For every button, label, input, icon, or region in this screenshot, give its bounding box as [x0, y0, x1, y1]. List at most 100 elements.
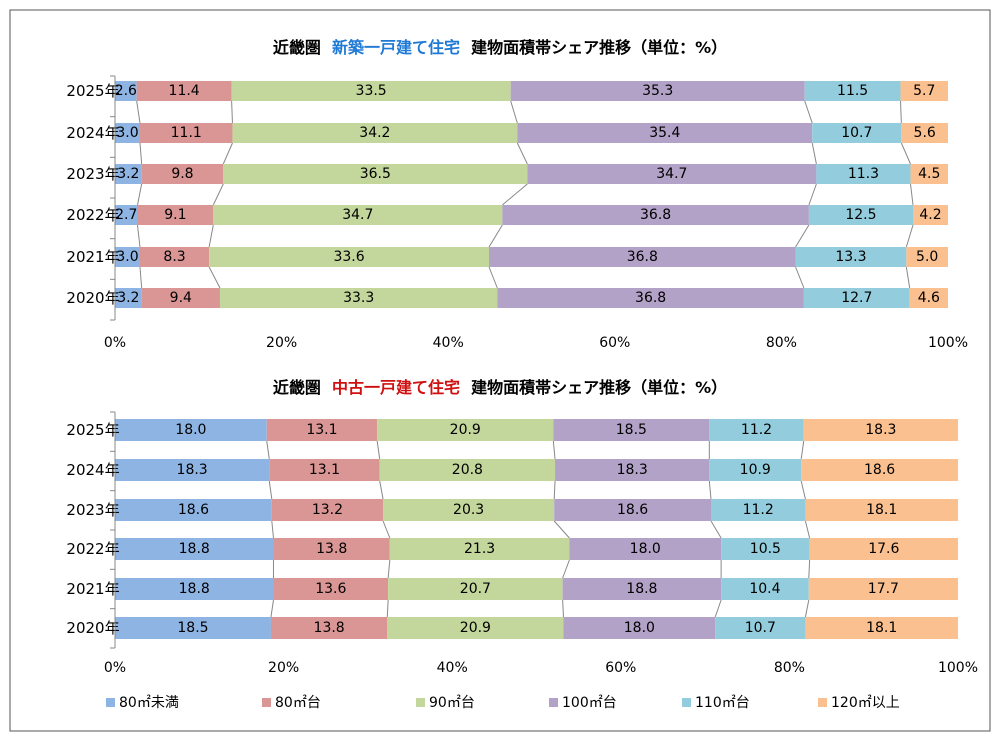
data-label: 18.8 — [179, 581, 210, 597]
bar-segment — [377, 419, 554, 441]
data-label: 35.3 — [642, 83, 673, 99]
bar-segment — [804, 81, 901, 101]
data-label: 33.5 — [356, 83, 387, 99]
bar-segment — [388, 578, 563, 600]
data-label: 2.7 — [115, 207, 137, 223]
series-connector-line — [562, 559, 570, 579]
bar-segment — [569, 538, 722, 560]
data-label: 20.9 — [460, 620, 491, 636]
x-tick-label: 40% — [437, 660, 468, 676]
legend-swatch — [549, 698, 558, 707]
chart-title: 近畿圏 中古一戸建て住宅 建物面積帯シェア推移（単位：%） — [273, 378, 727, 397]
x-tick-label: 40% — [433, 335, 464, 351]
series-connector-line — [386, 599, 389, 618]
series-connector-line — [708, 480, 712, 500]
bar-segment — [901, 123, 948, 143]
legend-label: 80㎡未満 — [119, 695, 179, 711]
data-label: 18.6 — [864, 462, 895, 478]
bar-segment — [803, 288, 910, 308]
series-connector-line — [212, 183, 224, 206]
figure-border — [9, 9, 991, 732]
series-connector-line — [714, 599, 722, 618]
data-label: 13.1 — [306, 422, 337, 438]
data-label: 18.6 — [178, 502, 209, 518]
data-label: 9.8 — [171, 166, 193, 182]
y-tick-label: 2022年 — [66, 540, 119, 558]
series-connector-line — [804, 599, 810, 618]
series-connector-line — [139, 142, 143, 165]
bar-segment — [270, 617, 388, 639]
y-tick-label: 2025年 — [66, 421, 119, 439]
bar-segment — [563, 617, 716, 639]
bar-segment — [910, 164, 948, 184]
data-label: 10.7 — [745, 620, 776, 636]
legend-swatch — [262, 698, 271, 707]
data-label: 36.8 — [640, 207, 671, 223]
data-label: 11.1 — [171, 125, 202, 141]
bar-segment — [266, 419, 378, 441]
y-tick-label: 2024年 — [66, 461, 119, 479]
bar-segment — [139, 123, 233, 143]
bar-segment — [721, 538, 810, 560]
y-tick-label: 2024年 — [66, 124, 119, 142]
series-connector-line — [136, 224, 141, 248]
series-connector-line — [271, 520, 274, 539]
bar-segment — [115, 205, 138, 225]
data-label: 13.8 — [314, 620, 345, 636]
series-connector-line — [800, 480, 806, 500]
data-label: 18.0 — [624, 620, 655, 636]
series-connector-line — [808, 183, 817, 206]
data-label: 3.0 — [116, 249, 138, 265]
title-suffix: 建物面積帯シェア推移（単位：%） — [471, 38, 727, 57]
bar-segment — [383, 499, 555, 521]
x-tick-label: 60% — [605, 660, 636, 676]
bar-segment — [805, 499, 958, 521]
series-connector-line — [208, 266, 221, 289]
data-label: 9.4 — [170, 290, 192, 306]
legend-label: 120㎡以上 — [831, 695, 900, 711]
y-tick-label: 2023年 — [66, 165, 119, 183]
legend-swatch — [416, 698, 425, 707]
data-label: 11.5 — [837, 83, 868, 99]
series-connector-line — [502, 183, 528, 206]
bar-segment — [141, 164, 224, 184]
bar-segment — [913, 205, 948, 225]
series-connector-line — [488, 266, 498, 289]
data-label: 10.9 — [740, 462, 771, 478]
series-connector-line — [516, 142, 528, 165]
bar-segment — [816, 164, 911, 184]
x-tick-label: 20% — [266, 335, 297, 351]
data-label: 18.1 — [866, 620, 897, 636]
bar-segment — [795, 247, 907, 267]
bar-segment — [141, 288, 220, 308]
data-label: 9.1 — [164, 207, 186, 223]
data-label: 18.8 — [179, 541, 210, 557]
data-label: 11.2 — [741, 422, 772, 438]
bar-segment — [137, 205, 214, 225]
legend-label: 100㎡台 — [562, 695, 617, 711]
legend-label: 110㎡台 — [695, 695, 750, 711]
series-connector-line — [553, 520, 570, 539]
bar-segment — [219, 288, 498, 308]
series-connector-line — [800, 440, 805, 460]
data-label: 33.6 — [333, 249, 364, 265]
y-tick-label: 2022年 — [66, 206, 119, 224]
legend-swatch — [818, 698, 827, 707]
series-connector-line — [795, 224, 810, 248]
x-tick-label: 0% — [104, 660, 126, 676]
title-highlight: 中古一戸建て住宅 — [332, 378, 471, 397]
data-label: 34.7 — [656, 166, 687, 182]
series-connector-line — [231, 100, 233, 124]
series-connector-line — [137, 183, 143, 206]
series-connector-line — [795, 266, 805, 289]
bar-segment — [808, 205, 914, 225]
x-tick-label: 0% — [104, 335, 126, 351]
data-label: 36.8 — [627, 249, 658, 265]
data-label: 5.7 — [913, 83, 935, 99]
bar-segment — [553, 419, 710, 441]
series-connector-line — [804, 520, 811, 539]
data-label: 11.3 — [848, 166, 879, 182]
bar-segment — [711, 499, 806, 521]
data-label: 12.5 — [845, 207, 876, 223]
